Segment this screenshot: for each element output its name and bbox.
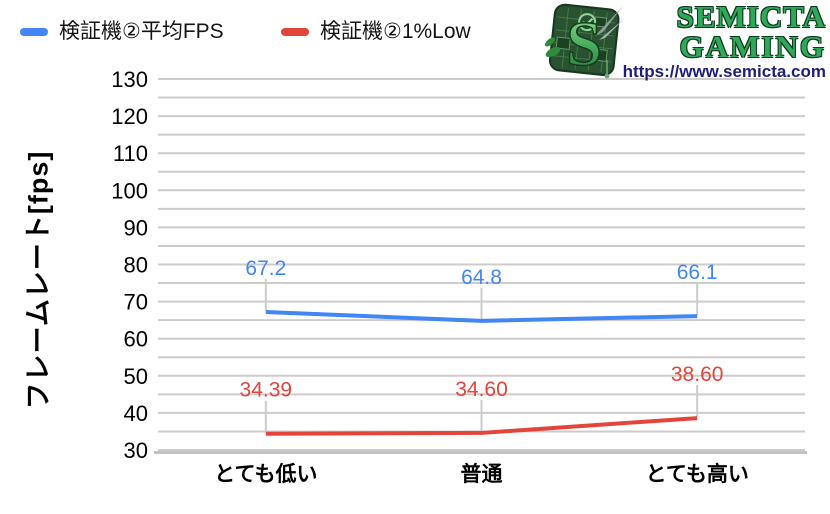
svg-text:S: S bbox=[566, 8, 602, 79]
y-tick-label: 100 bbox=[111, 178, 148, 203]
legend-label-1pct-low: 検証機②1%Low bbox=[320, 20, 471, 43]
data-label: 34.39 bbox=[240, 379, 293, 402]
y-tick-label: 60 bbox=[124, 327, 148, 352]
x-axis-label: 普通 bbox=[461, 462, 503, 486]
data-label: 66.1 bbox=[677, 261, 718, 284]
data-label: 67.2 bbox=[245, 257, 286, 280]
y-tick-label: 80 bbox=[124, 253, 148, 278]
legend-swatch-1pct-low bbox=[281, 28, 309, 36]
semicta-logo: S SEMICTA GAMING https://www.semicta.com bbox=[543, 0, 830, 88]
series-line-0 bbox=[265, 309, 698, 323]
logo-text-block: SEMICTA GAMING https://www.semicta.com bbox=[623, 0, 830, 82]
y-tick-label: 90 bbox=[124, 215, 148, 240]
y-tick-label: 70 bbox=[124, 290, 148, 315]
logo-semicta-text: SEMICTA bbox=[676, 0, 826, 34]
y-tick-label: 30 bbox=[124, 438, 148, 463]
y-axis-title: フレームレート[fps] bbox=[23, 150, 54, 410]
y-tick-label: 120 bbox=[111, 104, 148, 129]
semicta-s-monogram-icon: S bbox=[543, 0, 627, 88]
y-tick-label: 50 bbox=[124, 364, 148, 389]
x-axis-label: とても高い bbox=[646, 462, 749, 486]
legend-swatch-avg-fps bbox=[20, 28, 48, 36]
logo-url-text: https://www.semicta.com bbox=[622, 62, 826, 81]
legend-item-avg-fps: 検証機②平均FPS bbox=[20, 20, 224, 43]
logo-gaming-text: GAMING bbox=[679, 29, 826, 64]
x-axis-label: とても低い bbox=[214, 462, 317, 486]
legend-label-avg-fps: 検証機②平均FPS bbox=[59, 20, 224, 43]
data-label: 64.8 bbox=[461, 266, 502, 289]
y-tick-label: 130 bbox=[111, 67, 148, 92]
legend-item-1pct-low: 検証機②1%Low bbox=[281, 20, 471, 43]
data-label: 34.60 bbox=[455, 378, 508, 401]
y-tick-label: 40 bbox=[124, 401, 148, 426]
series-line-1 bbox=[265, 416, 698, 436]
data-label: 38.60 bbox=[671, 363, 724, 386]
y-tick-label: 110 bbox=[113, 141, 148, 166]
